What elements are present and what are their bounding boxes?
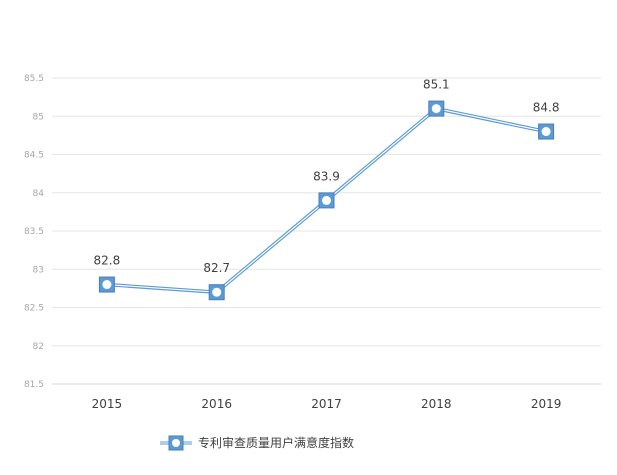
y-tick-label: 85.5 [24,74,44,84]
legend-marker-dot-icon [172,439,180,447]
y-tick-label: 84 [33,189,45,199]
data-label: 82.7 [203,261,230,275]
data-label: 84.8 [533,101,560,115]
data-point-marker-dot [541,127,551,137]
data-point-marker-dot [212,287,222,297]
y-tick-label: 83 [33,265,44,275]
data-labels: 82.8 82.7 83.9 85.1 84.8 [94,78,560,276]
y-tick-label: 84.5 [24,151,44,161]
x-tick-label: 2018 [421,397,452,411]
data-point-marker-dot [102,280,112,290]
x-tick-label: 2017 [311,397,342,411]
y-tick-label: 85 [33,112,44,122]
x-tick-label: 2016 [201,397,232,411]
x-tick-label: 2019 [531,397,562,411]
y-tick-label: 81.5 [24,380,44,390]
series-markers [98,100,555,301]
data-point-marker-dot [431,104,441,114]
legend-label: 专利审查质量用户满意度指数 [198,435,354,450]
data-label: 82.8 [94,254,121,268]
x-tick-label: 2015 [92,397,123,411]
data-label: 85.1 [423,78,450,92]
y-axis-ticks: 81.5 82 82.5 83 83.5 84 84.5 85 85.5 [24,74,44,390]
y-tick-label: 82 [33,342,44,352]
x-axis-ticks: 2015 2016 2017 2018 2019 [92,397,562,411]
gridlines [52,77,601,385]
data-point-marker-dot [322,195,331,205]
data-label: 83.9 [313,169,340,183]
y-tick-label: 83.5 [24,227,44,237]
legend: 专利审查质量用户满意度指数 [160,435,354,451]
y-tick-label: 82.5 [24,304,44,314]
